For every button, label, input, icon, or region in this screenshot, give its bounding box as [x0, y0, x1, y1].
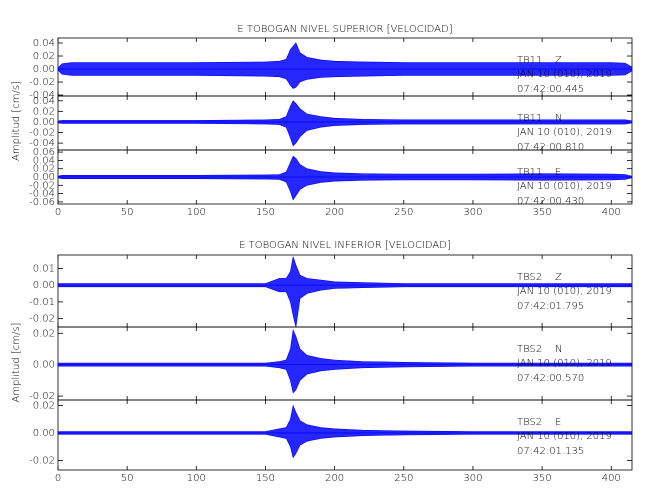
- station-label: TBS2: [517, 417, 542, 428]
- station-label: TBS2: [517, 272, 542, 283]
- y-tick-label: -0.02: [29, 128, 55, 139]
- y-tick-label: -0.02: [29, 455, 55, 466]
- y-tick-label: 0.00: [33, 64, 55, 75]
- y-tick-label: 0.04: [33, 38, 55, 49]
- y-tick-label: -0.02: [29, 314, 55, 325]
- x-tick-label: 250: [394, 473, 413, 484]
- waveform-envelope: [57, 155, 633, 178]
- y-tick-label: 0.02: [33, 164, 55, 175]
- waveform-envelope: [57, 68, 633, 89]
- x-tick-label: 300: [463, 207, 482, 218]
- x-tick-label: 350: [533, 473, 552, 484]
- y-tick-label: 0.00: [33, 280, 55, 291]
- x-tick-label: 300: [463, 473, 482, 484]
- waveform-envelope: [57, 121, 633, 147]
- station-label: TBS2: [517, 344, 542, 355]
- x-tick-label: 200: [325, 473, 344, 484]
- y-tick-label: 0.02: [33, 328, 55, 339]
- x-tick-label: 0: [55, 473, 61, 484]
- y-tick-label: 0.00: [33, 172, 55, 183]
- panel-frame: [57, 399, 633, 471]
- waveform-envelope: [57, 256, 633, 286]
- y-tick-label: 0.06: [33, 147, 55, 158]
- y-tick-label: 0.02: [33, 51, 55, 62]
- x-tick-label: 250: [394, 207, 413, 218]
- waveform-envelope: [57, 432, 633, 459]
- date-label: JAN 10 (010), 2019: [517, 127, 612, 138]
- y-tick-label: -0.04: [29, 138, 55, 149]
- time-label: 07:42:00.570: [517, 373, 584, 384]
- y-tick-label: -0.06: [29, 197, 55, 208]
- date-label: JAN 10 (010), 2019: [517, 431, 612, 442]
- y-tick-label: -0.02: [29, 180, 55, 191]
- waveform-envelope: [57, 42, 633, 70]
- chart-title: E TOBOGAN NIVEL SUPERIOR [VELOCIDAD]: [237, 24, 452, 35]
- y-tick-label: 0.00: [33, 117, 55, 128]
- time-label: 07:42:01.795: [517, 301, 584, 312]
- x-tick-label: 100: [187, 207, 206, 218]
- y-tick-label: 0.02: [33, 106, 55, 117]
- y-tick-label: -0.01: [29, 297, 55, 308]
- date-label: JAN 10 (010), 2019: [517, 69, 612, 80]
- waveform-envelope: [57, 284, 633, 328]
- waveform-envelope: [57, 404, 633, 434]
- y-tick-label: 0.01: [33, 263, 55, 274]
- station-label: TB11: [517, 167, 542, 178]
- x-tick-label: 400: [602, 207, 621, 218]
- y-tick-label: 0.04: [33, 96, 55, 107]
- component-label: Z: [555, 55, 562, 66]
- component-label: N: [555, 113, 562, 124]
- y-tick-label: 0.02: [33, 400, 55, 411]
- waveform-envelope: [57, 176, 633, 201]
- y-axis-label: Amplitud [cm/s]: [11, 81, 22, 161]
- station-label: TB11: [517, 113, 542, 124]
- x-tick-label: 400: [602, 473, 621, 484]
- y-tick-label: 0.00: [33, 428, 55, 439]
- date-label: JAN 10 (010), 2019: [517, 181, 612, 192]
- waveform-envelope: [57, 100, 633, 123]
- y-tick-label: -0.04: [29, 90, 55, 101]
- y-axis-label: Amplitud [cm/s]: [11, 323, 22, 403]
- y-tick-label: 0.04: [33, 155, 55, 166]
- date-label: JAN 10 (010), 2019: [517, 358, 612, 369]
- x-tick-label: 50: [121, 207, 134, 218]
- component-label: Z: [555, 272, 562, 283]
- component-label: E: [555, 167, 561, 178]
- time-label: 07:42:00.810: [517, 142, 584, 153]
- y-tick-label: 0.00: [33, 360, 55, 371]
- x-tick-label: 350: [533, 207, 552, 218]
- component-label: N: [555, 344, 562, 355]
- time-label: 07:42:00.430: [517, 196, 584, 207]
- x-tick-label: 100: [187, 473, 206, 484]
- waveform-envelope: [57, 364, 633, 394]
- time-label: 07:42:01.135: [517, 446, 584, 457]
- x-tick-label: 150: [256, 207, 275, 218]
- waveform-envelope: [57, 329, 633, 365]
- y-tick-label: -0.02: [29, 391, 55, 402]
- x-tick-label: 200: [325, 207, 344, 218]
- date-label: JAN 10 (010), 2019: [517, 286, 612, 297]
- x-tick-label: 150: [256, 473, 275, 484]
- y-tick-label: -0.02: [29, 77, 55, 88]
- x-tick-label: 0: [55, 207, 61, 218]
- component-label: E: [555, 417, 561, 428]
- chart-title: E TOBOGAN NIVEL INFERIOR [VELOCIDAD]: [239, 240, 451, 251]
- x-tick-label: 50: [121, 473, 134, 484]
- y-tick-label: -0.04: [29, 189, 55, 200]
- time-label: 07:42:00.445: [517, 84, 584, 95]
- station-label: TB11: [517, 55, 542, 66]
